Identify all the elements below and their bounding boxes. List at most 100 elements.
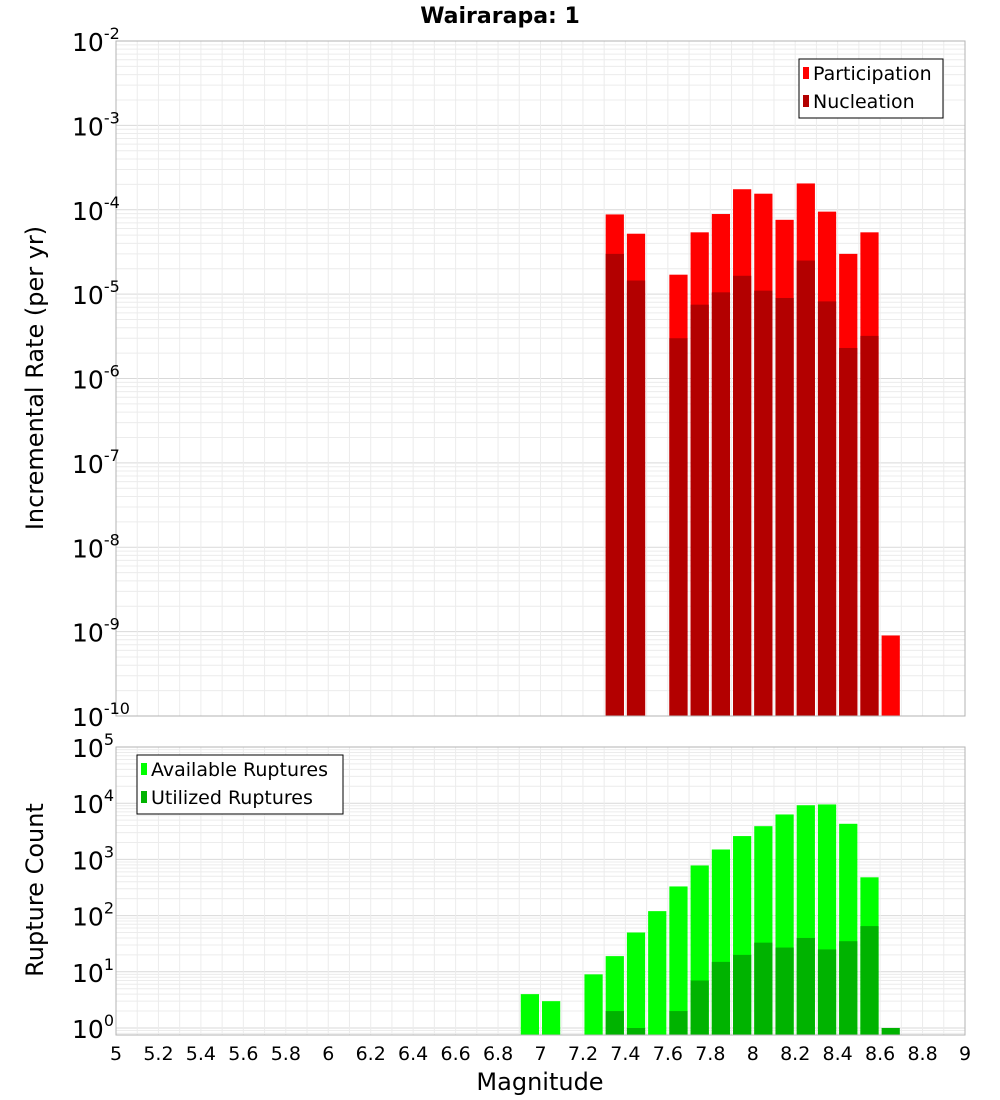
bar — [711, 292, 731, 716]
x-tick-labels: 5 5.2 5.4 5.6 5.8 6 6.2 6.4 6.6 6.8 7 7.2 7.4 7.6 7.8 8… — [110, 1043, 971, 1065]
y-tick-base: 10 — [72, 112, 104, 141]
bar — [754, 290, 773, 716]
legend-swatch — [141, 763, 147, 775]
y-tick-exponent: -6 — [104, 362, 120, 381]
y-tick-label: 103 — [72, 842, 114, 875]
x-tick-label: 8.8 — [907, 1043, 937, 1065]
y-tick-base: 10 — [72, 1015, 104, 1044]
legend-box — [798, 58, 944, 119]
bar — [775, 947, 794, 1035]
bottom-gridlines — [115, 747, 966, 1035]
top-series-nucleation — [605, 253, 879, 716]
x-tick-label: 6.2 — [356, 1043, 386, 1065]
y-tick-base: 10 — [72, 703, 104, 732]
bar — [542, 1001, 561, 1035]
legend-swatch — [803, 95, 809, 107]
x-tick-label: 5.6 — [228, 1043, 258, 1065]
top-y-axis-title: Incremental Rate (per yr) — [21, 226, 49, 530]
bar — [626, 932, 646, 1035]
bar — [754, 942, 773, 1035]
x-tick-label: 7 — [534, 1043, 546, 1065]
bar — [711, 961, 731, 1035]
bottom-y-axis-title: Rupture Count — [21, 803, 49, 977]
y-tick-exponent: -4 — [104, 193, 120, 212]
bar — [626, 1027, 646, 1035]
bar — [520, 994, 539, 1035]
x-tick-label: 6.6 — [440, 1043, 470, 1065]
bar — [733, 954, 752, 1035]
y-tick-base: 10 — [72, 619, 104, 648]
y-tick-exponent: -10 — [104, 699, 130, 718]
legend-label: Available Ruptures — [151, 759, 328, 781]
legend-swatch — [803, 67, 809, 79]
y-tick-exponent: -5 — [104, 277, 120, 296]
bar — [860, 335, 879, 716]
y-tick-exponent: -3 — [104, 108, 120, 127]
bar — [690, 304, 709, 716]
y-tick-label: 105 — [72, 730, 114, 763]
x-tick-label: 5.2 — [143, 1043, 173, 1065]
bar — [817, 949, 837, 1035]
bottom-legend: Available Ruptures Utilized Ruptures — [136, 754, 344, 815]
y-tick-exponent: -8 — [104, 530, 120, 549]
legend-box — [136, 754, 344, 815]
bar — [605, 1011, 624, 1035]
bottom-plot-frame — [115, 746, 966, 1036]
y-tick-exponent: -2 — [104, 24, 120, 43]
x-tick-label: 8.6 — [865, 1043, 895, 1065]
top-plot-frame — [115, 40, 966, 717]
x-tick-label: 5.4 — [186, 1043, 216, 1065]
top-legend: Participation Nucleation — [798, 58, 944, 119]
y-tick-base: 10 — [72, 903, 104, 932]
y-tick-exponent: -9 — [104, 615, 120, 634]
y-tick-label: 10-7 — [72, 446, 120, 479]
x-tick-label: 5.8 — [271, 1043, 301, 1065]
x-tick-label: 7.6 — [653, 1043, 683, 1065]
y-tick-label: 101 — [72, 955, 114, 988]
legend-label: Utilized Ruptures — [151, 787, 313, 809]
y-tick-base: 10 — [72, 790, 104, 819]
bar — [775, 297, 794, 716]
y-tick-base: 10 — [72, 734, 104, 763]
y-tick-exponent: 1 — [104, 955, 114, 974]
y-tick-label: 10-9 — [72, 615, 120, 648]
y-tick-label: 10-8 — [72, 530, 120, 563]
y-tick-label: 10-10 — [72, 699, 130, 732]
y-tick-label: 10-2 — [72, 24, 120, 57]
x-axis-title: Magnitude — [476, 1068, 603, 1096]
y-tick-base: 10 — [72, 281, 104, 310]
x-tick-label: 6.8 — [483, 1043, 513, 1065]
y-tick-base: 10 — [72, 846, 104, 875]
x-tick-label: 7.4 — [610, 1043, 640, 1065]
x-tick-label: 8.4 — [823, 1043, 853, 1065]
y-tick-base: 10 — [72, 450, 104, 479]
y-tick-exponent: 0 — [104, 1011, 114, 1030]
bottom-series-utilized-ruptures — [605, 926, 900, 1035]
x-tick-label: 7.2 — [568, 1043, 598, 1065]
bar — [733, 275, 752, 716]
bar — [605, 253, 624, 716]
y-tick-exponent: 5 — [104, 730, 114, 749]
bar — [669, 886, 688, 1035]
top-plot-area: 10-1010-910-810-710-610-510-410-310-2Par… — [72, 24, 966, 732]
bar — [584, 974, 603, 1035]
bar — [796, 937, 815, 1035]
y-tick-exponent: 3 — [104, 842, 114, 861]
bar — [648, 911, 667, 1035]
bar — [817, 301, 837, 716]
bar — [860, 926, 879, 1035]
chart-title: Wairarapa: 1 — [420, 4, 580, 29]
bar — [669, 1011, 688, 1035]
bar — [796, 260, 815, 716]
bar — [839, 347, 858, 716]
bar — [881, 1027, 900, 1035]
y-tick-label: 10-6 — [72, 362, 120, 395]
bar — [626, 280, 646, 716]
y-tick-base: 10 — [72, 366, 104, 395]
y-tick-exponent: 2 — [104, 899, 114, 918]
y-tick-base: 10 — [72, 197, 104, 226]
bar — [839, 941, 858, 1035]
